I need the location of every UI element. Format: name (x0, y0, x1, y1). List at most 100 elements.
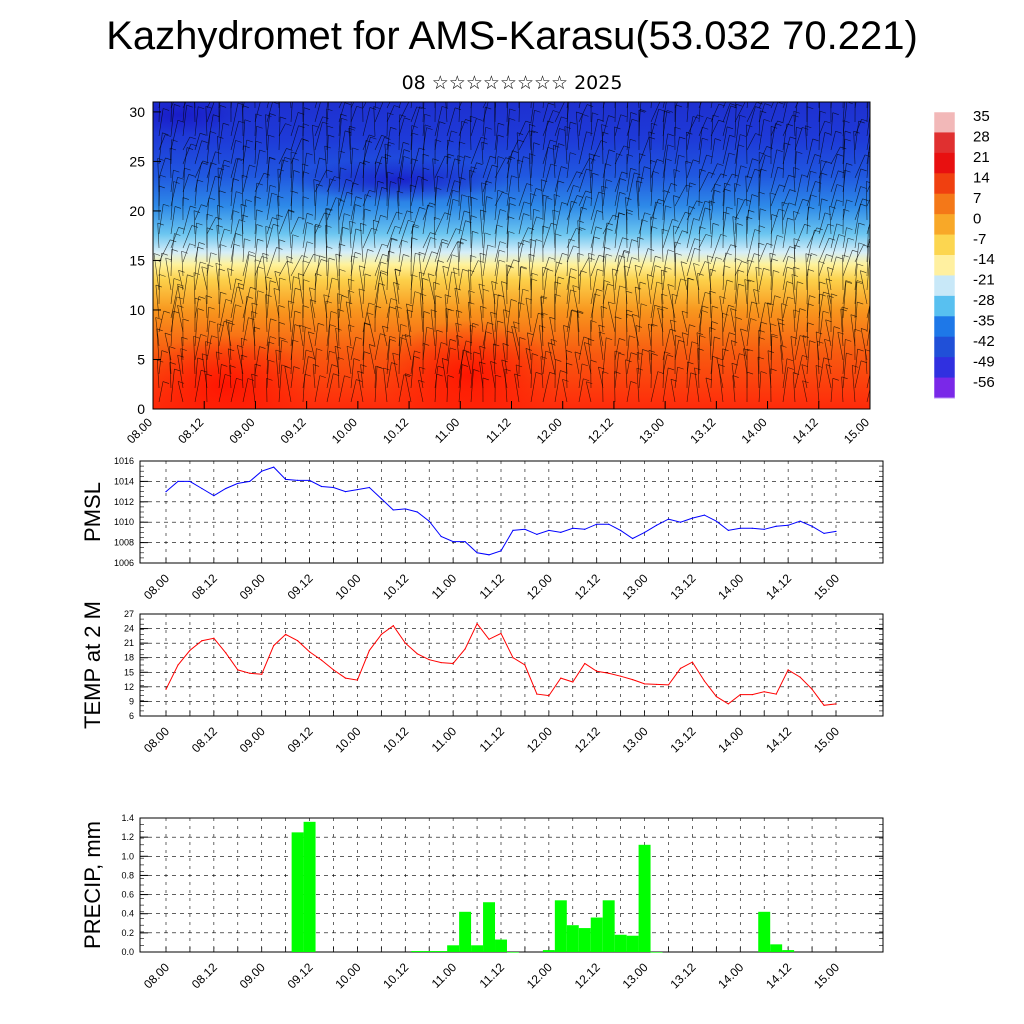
data-point (679, 667, 682, 670)
wind-barb (806, 303, 814, 333)
wind-barb (454, 287, 461, 319)
wind-barb (527, 332, 534, 361)
wind-barb (758, 225, 766, 249)
wind-barb (227, 348, 235, 375)
wind-barb (705, 377, 713, 403)
data-point (237, 669, 239, 671)
wind-barb (662, 249, 675, 277)
wind-barb (830, 256, 843, 277)
data-point (344, 677, 347, 679)
wind-barb (650, 108, 665, 137)
wind-barb (734, 258, 742, 291)
wind-barb (302, 222, 314, 249)
wind-barb (614, 237, 629, 263)
data-point (213, 495, 215, 497)
wind-barb (542, 163, 557, 193)
wind-barb (290, 255, 308, 277)
wind-barb (770, 126, 778, 165)
precip-bar (506, 952, 519, 953)
wind-barb (554, 116, 568, 137)
wind-barb (841, 306, 849, 333)
colorbar-label: -14 (973, 251, 995, 268)
wind-barb (866, 184, 870, 193)
wind-barb (866, 102, 869, 123)
wind-barb (446, 153, 455, 179)
wind-barb (539, 325, 546, 361)
colorbar-swatch (934, 377, 955, 399)
wind-barb (854, 203, 867, 235)
wind-barb (266, 280, 277, 319)
wind-barb (273, 288, 280, 319)
wind-barb (626, 313, 633, 347)
wind-barb (686, 206, 696, 235)
wind-barb (758, 191, 765, 221)
wind-barb (314, 102, 318, 109)
wind-barb (577, 252, 584, 291)
wind-barb (842, 208, 850, 235)
wind-barb (686, 247, 701, 277)
x-tick-label: 11.12 (477, 571, 508, 602)
wind-barb (278, 339, 288, 375)
wind-barb (638, 212, 651, 235)
wind-barb (818, 160, 828, 193)
wind-barb (542, 197, 553, 235)
wind-barb (673, 195, 680, 221)
wind-barb (338, 375, 351, 403)
wind-barb (794, 281, 804, 319)
wind-barb (758, 146, 773, 165)
wind-barb (732, 216, 739, 249)
wind-barb (374, 283, 386, 319)
wind-barb (470, 118, 483, 137)
wind-barb (494, 320, 504, 361)
wind-barb (266, 102, 269, 109)
wind-barb (266, 223, 280, 249)
wind-barb (648, 350, 656, 375)
wind-barb (698, 102, 701, 123)
wind-barb (734, 183, 741, 207)
x-tick-label: 11.00 (429, 571, 460, 602)
wind-barb (398, 337, 407, 375)
wind-barb (842, 237, 855, 263)
data-point (727, 703, 729, 705)
wind-barb (469, 324, 477, 361)
wind-barb (453, 267, 460, 305)
wind-barb (406, 303, 413, 333)
wind-barb (345, 301, 353, 333)
wind-barb (550, 339, 558, 361)
wind-barb (638, 219, 648, 249)
wind-barb (278, 239, 286, 263)
data-point (787, 524, 789, 526)
wind-barb (554, 276, 565, 305)
wind-barb (746, 102, 763, 123)
wind-barb (554, 370, 567, 403)
wind-barb (547, 342, 556, 375)
wind-barb (386, 141, 395, 165)
data-point (297, 640, 299, 642)
data-point (177, 480, 179, 482)
wind-barb (335, 327, 342, 361)
wind-barb (434, 241, 449, 277)
wind-barb (398, 324, 407, 347)
wind-barb (337, 309, 344, 347)
wind-barb (242, 199, 252, 221)
wind-barb (854, 281, 863, 305)
wind-barb (614, 126, 621, 151)
wind-barb (634, 286, 642, 319)
wind-barb (182, 197, 189, 221)
data-point (392, 509, 394, 511)
wind-barb (662, 110, 671, 151)
data-point (249, 480, 251, 482)
wind-barb (590, 210, 603, 235)
data-point (488, 554, 490, 556)
wind-barb (818, 310, 830, 347)
wind-barb (338, 102, 351, 123)
wind-barb (638, 136, 656, 165)
wind-barb (218, 291, 227, 319)
x-tick-label: 12.12 (572, 960, 603, 991)
wind-barb (518, 213, 530, 235)
wind-barb (830, 326, 841, 361)
wind-barb (404, 334, 412, 361)
wind-barb (169, 362, 176, 389)
x-tick-label: 10.00 (329, 415, 360, 446)
data-point (835, 703, 837, 705)
